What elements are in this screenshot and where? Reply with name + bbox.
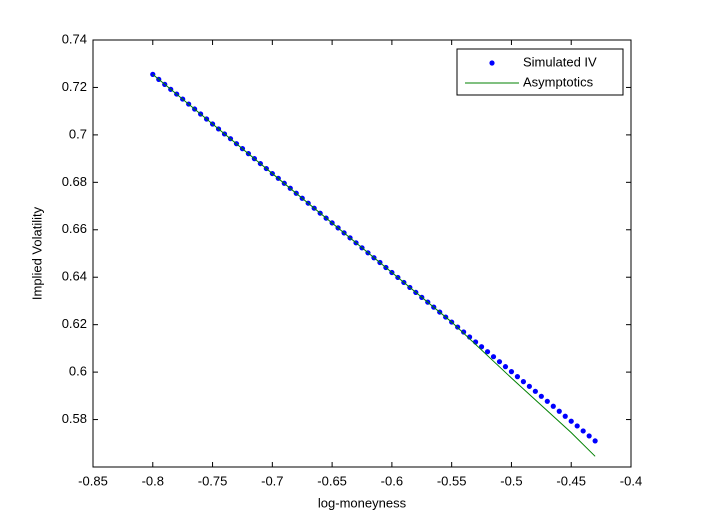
y-axis-label: Implied Volatility <box>29 206 44 300</box>
data-point <box>496 359 503 365</box>
data-point <box>586 433 592 439</box>
data-point <box>562 413 568 419</box>
y-tick-label: 0.74 <box>62 31 87 46</box>
y-tick-label: 0.62 <box>62 316 87 331</box>
y-tick-label: 0.64 <box>62 269 87 284</box>
x-tick-label: -0.5 <box>500 473 522 488</box>
data-point <box>556 408 562 414</box>
x-tick-label: -0.65 <box>317 473 347 488</box>
x-tick-label: -0.85 <box>78 473 108 488</box>
y-tick-label: 0.66 <box>62 221 87 236</box>
data-point <box>520 379 527 385</box>
data-point <box>568 418 574 424</box>
legend-label: Simulated IV <box>523 54 597 69</box>
y-tick-label: 0.72 <box>62 79 87 94</box>
data-point <box>461 329 467 335</box>
x-tick-label: -0.7 <box>261 473 283 488</box>
data-point <box>526 383 532 389</box>
data-point <box>550 403 556 409</box>
legend-label: Asymptotics <box>523 74 594 89</box>
x-tick-label: -0.8 <box>142 473 164 488</box>
data-point <box>478 344 485 350</box>
legend-swatch <box>489 60 495 66</box>
data-line <box>152 74 596 457</box>
y-tick-label: 0.7 <box>69 126 87 141</box>
data-point <box>544 398 550 404</box>
data-point <box>532 388 538 394</box>
y-tick-label: 0.6 <box>69 364 87 379</box>
plot-area <box>92 39 632 468</box>
data-point <box>574 423 580 429</box>
data-point <box>490 354 497 360</box>
data-point <box>508 369 515 375</box>
data-point <box>538 393 544 399</box>
x-tick-label: -0.4 <box>620 473 642 488</box>
x-tick-label: -0.75 <box>198 473 228 488</box>
y-tick-label: 0.68 <box>62 174 87 189</box>
data-point <box>592 438 598 444</box>
x-axis-label: log-moneyness <box>318 495 407 510</box>
data-point <box>514 374 521 380</box>
legend: Simulated IV Asymptotics <box>456 48 624 96</box>
legend-box <box>456 48 624 96</box>
x-tick-label: -0.45 <box>556 473 586 488</box>
data-point <box>484 349 491 355</box>
x-tick-label: -0.55 <box>437 473 467 488</box>
data-point <box>580 428 586 434</box>
x-tick-label: -0.6 <box>381 473 403 488</box>
data-point <box>502 364 509 370</box>
y-tick-label: 0.58 <box>62 411 87 426</box>
